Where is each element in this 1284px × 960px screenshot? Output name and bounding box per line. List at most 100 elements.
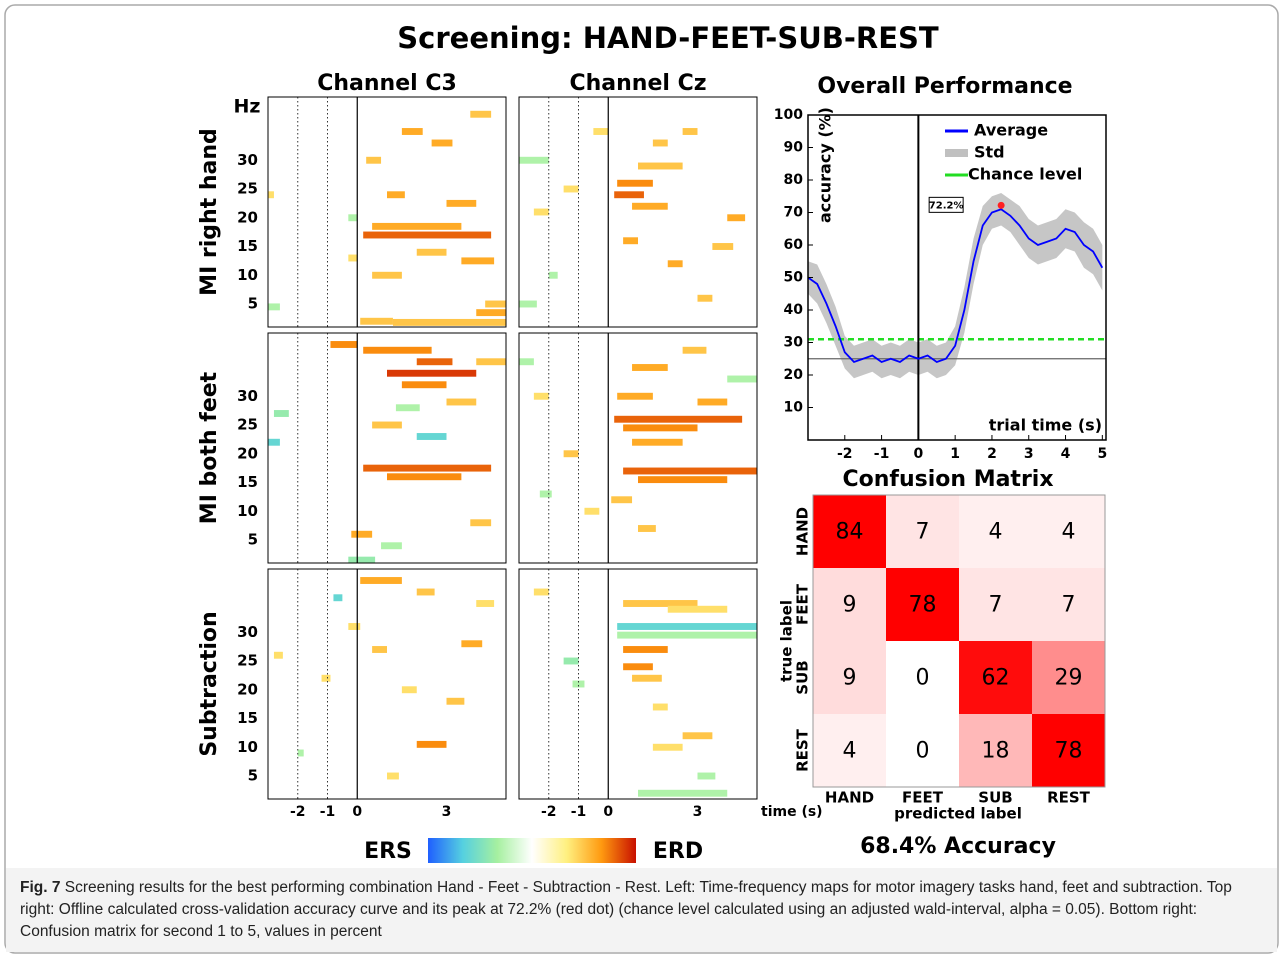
tf-blob xyxy=(697,398,728,406)
tf-panel: 5 10 15 20 25 30 -2 -1 0 3 xyxy=(237,568,507,820)
tf-blob xyxy=(387,473,462,481)
tf-blob xyxy=(360,317,393,325)
panel-frame xyxy=(518,568,758,800)
x-tick-label: -1 xyxy=(874,446,890,462)
legend-label: Average xyxy=(974,121,1048,140)
tf-blob xyxy=(623,237,638,245)
tf-blob xyxy=(330,341,358,348)
x-tick-label: 3 xyxy=(1024,446,1034,462)
peak-dot xyxy=(997,201,1005,209)
tf-blob xyxy=(519,156,549,164)
y-tick-label: 15 xyxy=(237,473,258,491)
tf-blob xyxy=(461,640,483,648)
tf-blob xyxy=(632,438,683,446)
tf-blob xyxy=(360,577,402,584)
tf-blob xyxy=(584,507,600,515)
tf-blob xyxy=(401,128,423,135)
y-tick-label: 25 xyxy=(237,416,258,434)
tf-blob xyxy=(372,421,402,429)
y-tick-label: 5 xyxy=(248,295,258,313)
tf-blob xyxy=(712,243,734,250)
tf-blob xyxy=(416,358,453,366)
y-tick-label: HAND xyxy=(794,507,812,556)
cell-label: 78 xyxy=(1055,739,1083,764)
cell-label: 84 xyxy=(836,520,864,545)
tf-blob xyxy=(372,646,387,653)
x-label: time (s) xyxy=(761,804,823,820)
tf-blob xyxy=(563,657,579,665)
panel-frame xyxy=(267,568,507,800)
x-tick-label: 0 xyxy=(352,804,362,820)
y-label: accuracy (%) xyxy=(816,107,835,223)
y-tick-label: 15 xyxy=(237,709,258,727)
y-tick-label: 10 xyxy=(784,400,804,416)
tf-blob xyxy=(727,375,757,383)
tf-blob xyxy=(416,248,447,256)
tf-panel xyxy=(518,96,758,328)
tf-blob xyxy=(446,398,477,406)
tf-blob xyxy=(617,392,653,400)
cell-label: 78 xyxy=(909,593,937,618)
x-tick-label: SUB xyxy=(978,789,1012,807)
y-tick-label: REST xyxy=(794,728,812,772)
tf-blob xyxy=(563,185,579,193)
tf-blob xyxy=(638,476,728,484)
tf-blob xyxy=(363,464,492,472)
tf-blob xyxy=(623,424,698,432)
cell xyxy=(959,714,1032,787)
colorbar-high: ERD xyxy=(653,839,703,864)
cell-label: 0 xyxy=(916,666,930,691)
tf-blob xyxy=(727,214,746,222)
tf-blobs xyxy=(268,341,506,563)
y-tick-label: 20 xyxy=(237,208,258,226)
tf-blob xyxy=(533,392,549,400)
x-tick-label: 5 xyxy=(1097,446,1107,462)
y-tick-label: 50 xyxy=(784,270,804,286)
y-tick-label: 20 xyxy=(237,444,258,462)
tf-blob xyxy=(268,191,274,199)
caption-text: Screening results for the best performin… xyxy=(20,879,1232,940)
cell-label: 9 xyxy=(843,593,857,618)
tf-blob xyxy=(363,346,432,354)
cell xyxy=(1032,714,1105,787)
tf-blob xyxy=(617,631,757,639)
tf-blob xyxy=(366,156,382,164)
x-tick-label: 0 xyxy=(603,804,613,820)
average-line xyxy=(807,208,1104,364)
tf-panel: -2 -1 0 3 xyxy=(518,568,758,820)
tf-blob xyxy=(519,358,534,366)
tf-blob xyxy=(268,438,280,446)
y-tick-label: 25 xyxy=(237,180,258,198)
tf-blob xyxy=(652,743,683,751)
cell-label: 0 xyxy=(916,739,930,764)
cell-label: 29 xyxy=(1055,666,1083,691)
tf-blob xyxy=(401,381,447,389)
tf-blob xyxy=(667,605,728,613)
tf-blob xyxy=(667,260,683,268)
legend-label: Std xyxy=(974,143,1005,162)
cell xyxy=(959,641,1032,714)
y-tick-label: 90 xyxy=(784,140,804,156)
x-tick-label: REST xyxy=(1047,789,1091,807)
cell xyxy=(1032,568,1105,641)
cell-label: 18 xyxy=(982,739,1010,764)
tf-blob xyxy=(381,542,402,550)
tf-blob xyxy=(533,588,549,596)
y-tick-label: 15 xyxy=(237,237,258,255)
tf-blob xyxy=(519,300,537,308)
y-label: true label xyxy=(778,600,796,682)
x-tick-label: -2 xyxy=(290,804,306,820)
tf-blob xyxy=(617,179,653,187)
tf-panel xyxy=(518,332,758,564)
tf-blob xyxy=(372,222,462,230)
tf-blob xyxy=(268,303,280,311)
x-tick-label: 0 xyxy=(913,446,923,462)
figure-title: Screening: HAND-FEET-SUB-REST xyxy=(397,21,939,55)
tf-blob xyxy=(682,346,707,354)
cell-label: 4 xyxy=(1062,520,1076,545)
y-tick-label: 30 xyxy=(237,623,258,641)
tf-blob xyxy=(697,294,713,302)
panel-frame xyxy=(267,332,507,564)
peak-label: 72.2% xyxy=(929,200,964,211)
tf-blob xyxy=(387,772,399,780)
